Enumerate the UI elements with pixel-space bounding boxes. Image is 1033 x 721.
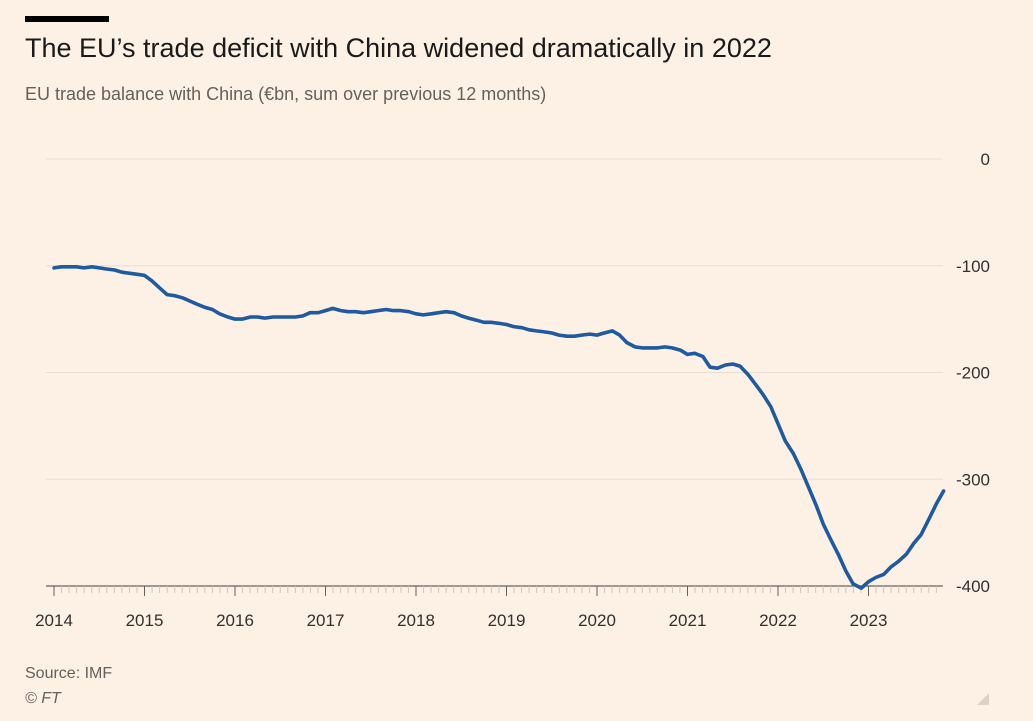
minor-x-ticks [53, 586, 937, 596]
y-tick-label: -200 [956, 364, 990, 383]
x-tick-label: 2023 [850, 611, 888, 630]
ft-credit: © FT [25, 690, 61, 707]
series-layer [52, 264, 946, 590]
x-tick-label: 2020 [578, 611, 616, 630]
source-note: Source: IMF [25, 665, 113, 682]
x-tick-label: 2022 [759, 611, 797, 630]
y-tick-label: 0 [981, 150, 990, 169]
gridlines [46, 158, 943, 587]
chart-subtitle: EU trade balance with China (€bn, sum ov… [25, 84, 547, 104]
y-tick-label: -100 [956, 257, 990, 276]
x-tick-labels: 2014 2015 2016 2017 2018 2019 2020 2021 2022 2023 [35, 611, 887, 630]
top-rule [25, 16, 109, 22]
x-tick-label: 2021 [669, 611, 707, 630]
y-tick-label: -300 [956, 470, 990, 489]
x-tick-label: 2015 [126, 611, 164, 630]
x-tick-label: 2018 [397, 611, 435, 630]
x-tick-label: 2019 [488, 611, 526, 630]
x-tick-label: 2016 [216, 611, 254, 630]
y-tick-labels: 0 -100 -200 -300 -400 [956, 150, 990, 596]
y-tick-label: -400 [956, 577, 990, 596]
x-tick-label: 2014 [35, 611, 73, 630]
resize-grip [977, 693, 989, 705]
series-line-0 [52, 264, 946, 590]
x-tick-label: 2017 [307, 611, 345, 630]
chart-title: The EU’s trade deficit with China widene… [25, 33, 772, 63]
